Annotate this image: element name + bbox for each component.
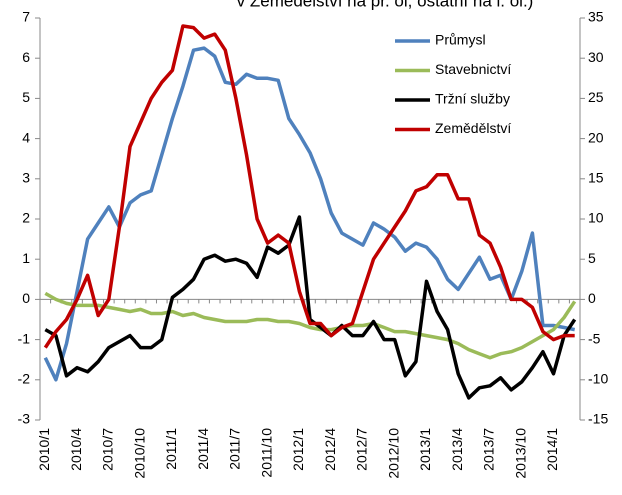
y-tick-label: 1 (22, 250, 30, 266)
y2-tick-label: 20 (588, 129, 604, 145)
legend-label: Stavebnictví (435, 61, 511, 77)
y-tick-label: 5 (22, 89, 30, 105)
series-line (43, 46, 576, 382)
y2-tick-label: 30 (588, 49, 604, 65)
x-tick-label: 2010/1 (36, 428, 52, 471)
x-tick-label: 2010/7 (100, 428, 116, 471)
y-tick-label: 4 (22, 129, 30, 145)
x-tick-label: 2012/10 (385, 428, 401, 479)
legend-label: Průmysl (435, 32, 486, 48)
x-tick-label: 2010/4 (68, 428, 84, 471)
chart-title: v Zemědělství na pr. ol, ostatní na l. o… (237, 0, 534, 10)
y-tick-label: 0 (22, 290, 30, 306)
y2-tick-label: 35 (588, 9, 604, 25)
legend-label: Zemědělství (435, 120, 511, 136)
x-tick-label: 2011/4 (195, 428, 211, 470)
y-tick-label: 2 (22, 210, 30, 226)
legend-label: Tržní služby (435, 91, 510, 107)
x-tick-label: 2011/1 (163, 428, 179, 470)
x-tick-label: 2014/1 (544, 428, 560, 471)
y2-tick-label: -5 (588, 330, 601, 346)
x-tick-label: 2010/10 (131, 428, 147, 479)
y2-tick-label: 5 (588, 250, 596, 266)
x-tick-label: 2012/4 (322, 428, 338, 471)
x-tick-label: 2013/4 (449, 428, 465, 471)
x-tick-label: 2011/10 (258, 428, 274, 478)
series-line (43, 24, 575, 349)
y-tick-label: 6 (22, 49, 30, 65)
x-tick-label: 2012/7 (354, 428, 370, 471)
x-tick-label: 2013/7 (481, 428, 497, 471)
x-tick-label: 2011/7 (227, 428, 243, 470)
series-line (44, 291, 577, 360)
y2-tick-label: 10 (588, 210, 604, 226)
y-tick-label: 7 (22, 9, 30, 25)
y-tick-label: -3 (18, 411, 31, 427)
y-tick-label: -2 (18, 371, 31, 387)
y2-tick-label: -10 (588, 371, 608, 387)
x-tick-label: 2012/1 (290, 428, 306, 471)
y-tick-label: -1 (18, 330, 31, 346)
y2-tick-label: 25 (588, 89, 604, 105)
y2-tick-label: -15 (588, 411, 608, 427)
y-tick-label: 3 (22, 170, 30, 186)
y2-tick-label: 0 (588, 290, 596, 306)
y2-tick-label: 15 (588, 170, 604, 186)
x-tick-label: 2013/10 (512, 428, 528, 479)
x-tick-label: 2013/1 (417, 428, 433, 471)
